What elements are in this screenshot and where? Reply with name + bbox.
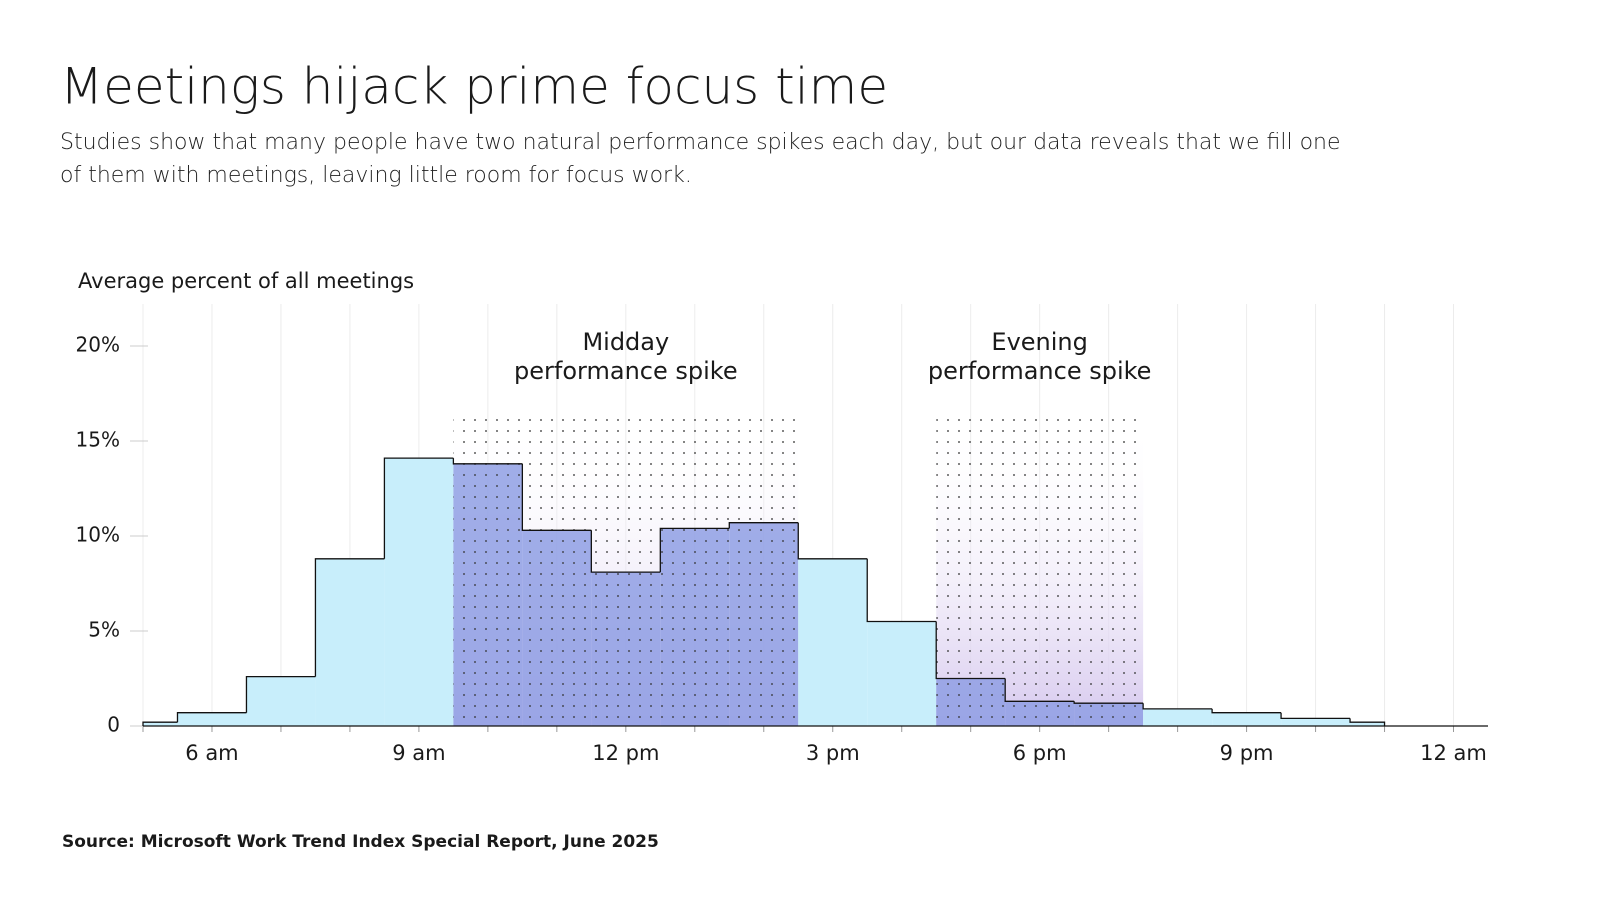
y-tick-label: 15%	[76, 428, 120, 452]
bar-outline	[1211, 708, 1282, 714]
x-tick-label: 9 pm	[1220, 741, 1274, 765]
bar-outline	[142, 721, 178, 726]
bar-outline	[245, 675, 316, 713]
bar-outline	[1142, 703, 1213, 710]
highlight-label: Evening	[991, 328, 1087, 356]
bar-outline	[590, 530, 661, 573]
bar	[246, 676, 316, 726]
bar-outline	[314, 558, 385, 677]
x-tick-label: 12 am	[1420, 741, 1487, 765]
bar	[1350, 722, 1385, 726]
bar	[1143, 708, 1213, 726]
bar	[1281, 718, 1351, 726]
source: Source: Microsoft Work Trend Index Speci…	[62, 832, 659, 852]
bar-outline	[1004, 678, 1075, 702]
bar	[384, 458, 454, 726]
bar-outline	[521, 463, 592, 531]
x-tick-label: 6 pm	[1013, 741, 1067, 765]
x-tick-label: 3 pm	[806, 741, 860, 765]
highlight-label: Midday	[582, 328, 669, 356]
bar	[177, 712, 247, 726]
bar-outline	[176, 712, 247, 723]
bar-outline	[866, 558, 937, 623]
bar-outline	[935, 621, 1006, 680]
bar	[867, 621, 937, 726]
highlight-label: performance spike	[928, 357, 1152, 385]
bar-outline	[452, 458, 523, 465]
bar	[143, 722, 178, 726]
highlight-label: performance spike	[514, 357, 738, 385]
x-tick-label: 9 am	[392, 741, 445, 765]
bar-outline	[659, 527, 730, 573]
bar	[798, 558, 868, 726]
y-tick-label: 0	[107, 713, 120, 737]
chart-subtitle: Studies show that many people have two n…	[60, 130, 1341, 188]
bar-outline	[728, 522, 799, 529]
bar-outline	[1280, 712, 1351, 720]
y-tick-label: 20%	[76, 333, 120, 357]
x-tick-label: 12 pm	[592, 741, 659, 765]
bar-outline	[797, 522, 868, 560]
dot-pattern	[936, 418, 1144, 726]
chart-title: Meetings hijack prime focus time	[60, 58, 888, 116]
bar-outline	[383, 457, 454, 559]
y-tick-label: 10%	[76, 523, 120, 547]
y-axis-label: Average percent of all meetings	[78, 269, 414, 293]
subtitle-box: Studies show that many people have two n…	[60, 130, 1341, 188]
bar-outline	[1349, 718, 1386, 726]
bar	[1212, 712, 1282, 726]
bar	[315, 558, 385, 726]
x-tick-label: 6 am	[185, 741, 238, 765]
bar-outline	[1073, 701, 1144, 704]
y-tick-label: 5%	[88, 618, 120, 642]
